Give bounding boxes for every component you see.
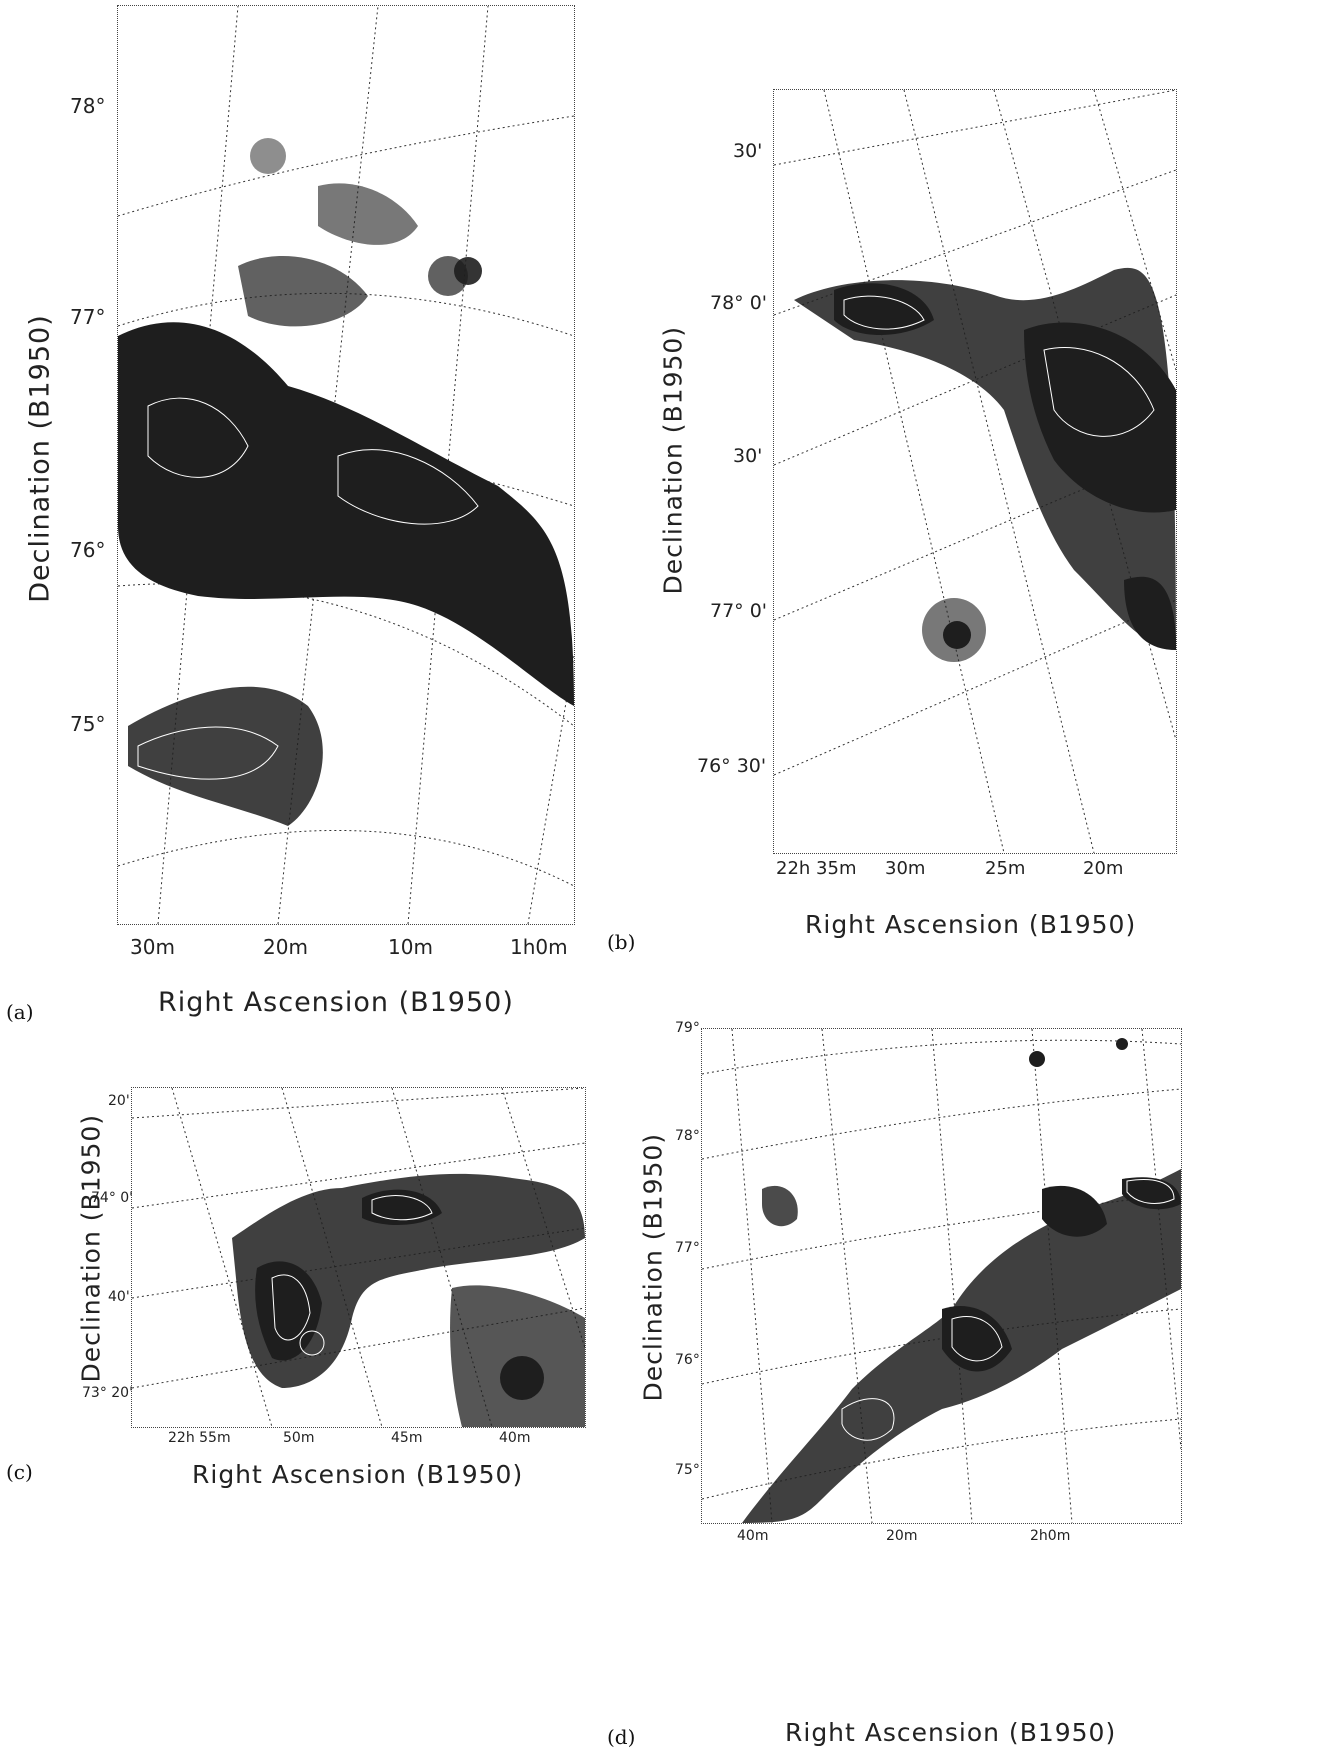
panel-b-ytick: 30' [733,445,763,467]
panel-b-xtick: 25m [985,858,1026,879]
panel-c-ytick: 73° 20' [82,1385,133,1401]
panel-b-xtick: 20m [1083,858,1124,879]
panel-c-ytick: 20' [108,1093,130,1109]
panel-b-xtick: 30m [885,858,926,879]
panel-c-xtick: 22h 55m [168,1430,231,1446]
panel-d-ytick: 76° [675,1352,700,1368]
panel-d-map [701,1028,1182,1524]
panel-d-xtick: 2h0m [1030,1528,1071,1544]
panel-d-label: (d) [607,1725,636,1749]
panel-b-ytick: 30' [733,140,763,162]
panel-b-xtick: 22h 35m [776,858,857,879]
panel-a-xtick: 20m [263,935,308,959]
panel-a-xtick: 1h0m [510,935,568,959]
panel-b-xlabel: Right Ascension (B1950) [805,910,1137,939]
panel-d-ytick: 78° [675,1128,700,1144]
panel-c-map [131,1087,586,1428]
panel-c-xlabel: Right Ascension (B1950) [192,1460,524,1489]
panel-b-map [773,89,1177,854]
panel-b-ytick: 76° 30' [697,755,767,777]
panel-a-ytick: 78° [70,94,106,118]
panel-a-xtick: 10m [388,935,433,959]
panel-b-label: (b) [607,930,636,954]
panel-b-ytick: 77° 0' [710,600,768,622]
panel-d-xlabel: Right Ascension (B1950) [785,1718,1117,1747]
panel-d-ylabel: Declination (B1950) [638,1132,668,1402]
panel-a-map [117,5,575,925]
panel-c-greyscale-image [132,1088,585,1427]
panel-a-xlabel: Right Ascension (B1950) [158,987,514,1018]
panel-d-greyscale-image [702,1029,1181,1523]
panel-a-ytick: 77° [70,305,106,329]
panel-c-xtick: 50m [283,1430,315,1446]
panel-b-ytick: 78° 0' [710,292,768,314]
panel-c-ytick: 74° 0' [91,1190,134,1206]
panel-a-ylabel: Declination (B1950) [24,314,56,603]
panel-c-ylabel: Declination (B1950) [76,1113,106,1383]
panel-d-xtick: 40m [737,1528,769,1544]
panel-c-xtick: 40m [499,1430,531,1446]
panel-d-ytick: 79° [675,1020,700,1036]
panel-c-label: (c) [6,1460,33,1484]
panel-c-ytick: 40' [108,1289,130,1305]
panel-a-label: (a) [6,1000,34,1024]
panel-a-xtick: 30m [130,935,175,959]
panel-d-xtick: 20m [886,1528,918,1544]
panel-d-ytick: 77° [675,1240,700,1256]
panel-b-greyscale-image [774,90,1176,853]
panel-a-greyscale-image [118,6,574,924]
panel-b-ylabel: Declination (B1950) [658,325,688,595]
panel-c-xtick: 45m [391,1430,423,1446]
panel-d-ytick: 75° [675,1462,700,1478]
panel-a-ytick: 75° [70,712,106,736]
panel-a-ytick: 76° [70,538,106,562]
